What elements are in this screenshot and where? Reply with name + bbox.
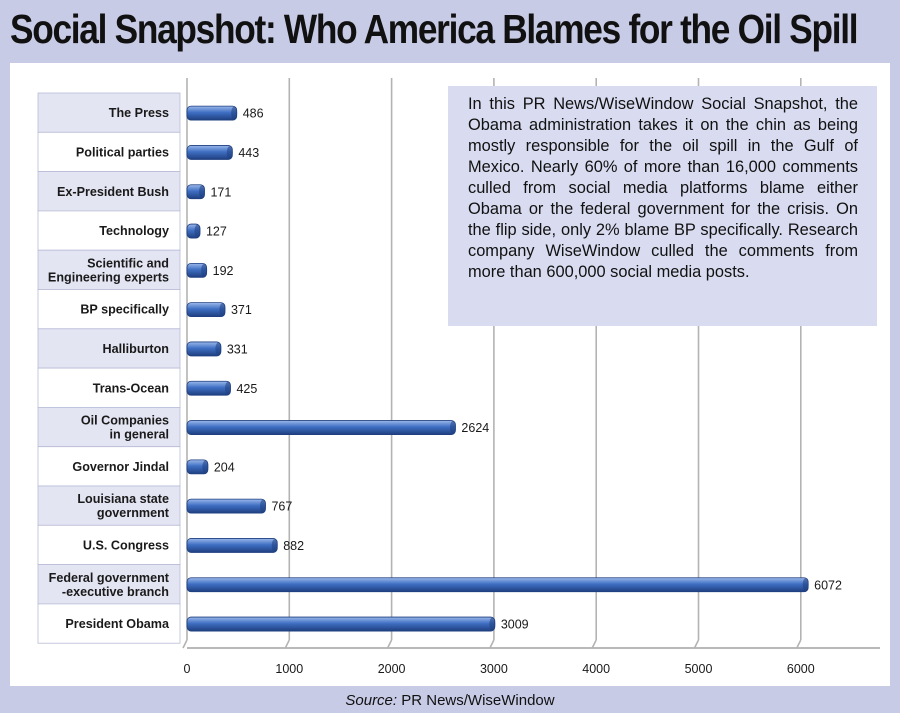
data-label: 2624 [461, 421, 489, 435]
bar-cap [194, 224, 201, 238]
category-label: Federal government [49, 571, 170, 585]
bar [186, 420, 456, 435]
data-label: 486 [243, 107, 264, 121]
gridline-foot [182, 639, 188, 649]
category-label: The Press [109, 106, 169, 120]
bar [186, 105, 238, 121]
category-label-cell [37, 131, 181, 173]
category-label-cell [37, 328, 181, 369]
x-tick-label: 5000 [685, 662, 713, 676]
bar-cap [231, 106, 238, 120]
data-label: 171 [210, 185, 231, 199]
data-label: 443 [238, 146, 259, 160]
data-label: 425 [236, 382, 257, 396]
bar-cap [215, 342, 222, 356]
category-label: Trans-Ocean [93, 381, 169, 395]
x-tick-label: 4000 [582, 662, 610, 676]
category-label-cell [37, 524, 181, 565]
bar-cap [198, 185, 205, 199]
category-label: Oil Companies [81, 414, 169, 428]
bar-cap [271, 538, 278, 552]
source-prefix: Source: [345, 692, 398, 709]
data-label: 3009 [501, 618, 529, 632]
bar-cap [489, 617, 496, 631]
data-label: 371 [231, 303, 252, 317]
x-tick-label: 2000 [378, 662, 406, 676]
title-bar: Social Snapshot: Who America Blames for … [0, 0, 900, 63]
gridline-foot [489, 639, 495, 649]
bar-cap [224, 381, 231, 395]
bar [186, 380, 231, 396]
source-text: PR News/WiseWindow [401, 692, 555, 709]
category-label-cell [37, 92, 181, 133]
data-label: 127 [206, 225, 227, 239]
gridline-foot [284, 639, 291, 649]
bar-cap [202, 460, 209, 474]
category-label: Ex-President Bush [57, 185, 169, 199]
category-label: in general [110, 428, 170, 442]
category-label: U.S. Congress [83, 538, 169, 552]
data-label: 192 [213, 264, 234, 278]
bar [186, 145, 233, 160]
category-label-cell [37, 485, 181, 526]
bar-cap [802, 578, 809, 592]
category-label: -executive branch [62, 585, 169, 599]
category-label: Technology [99, 224, 169, 238]
gridline-foot [796, 639, 802, 649]
bar-cap [226, 145, 233, 159]
x-tick-label: 1000 [275, 662, 303, 676]
category-label: Political parties [76, 145, 169, 159]
bar-cap [259, 499, 266, 513]
x-tick-label: 6000 [787, 662, 815, 676]
source-line: Source: PR News/WiseWindow [0, 688, 900, 713]
gridline-foot [693, 639, 700, 649]
category-label: Scientific and [87, 256, 169, 270]
category-label: Engineering experts [48, 270, 169, 284]
category-label: Governor Jindal [72, 460, 169, 474]
x-tick-label: 0 [184, 662, 191, 676]
summary-text: In this PR News/WiseWindow Social Snapsh… [468, 95, 858, 281]
bar [186, 577, 809, 593]
gridline-foot [386, 639, 393, 649]
category-label-cell [37, 249, 181, 290]
category-label-cell [37, 406, 181, 448]
bar-cap [219, 303, 226, 317]
bar [186, 498, 266, 514]
category-label-cell [37, 210, 181, 251]
category-label: Halliburton [103, 342, 169, 356]
data-label: 331 [227, 342, 248, 356]
bar-cap [449, 421, 456, 435]
gridline-foot [591, 639, 597, 649]
category-label: Louisiana state [77, 492, 169, 506]
category-label: BP specifically [80, 303, 169, 317]
category-label-cell [37, 446, 181, 487]
summary-text-box: In this PR News/WiseWindow Social Snapsh… [448, 86, 877, 326]
category-label: government [97, 506, 170, 520]
category-label-cell [37, 289, 181, 330]
bar [186, 302, 226, 318]
bar [186, 616, 496, 632]
bar-cap [201, 263, 208, 277]
x-tick-label: 3000 [480, 662, 508, 676]
category-label-cell [37, 367, 181, 408]
data-label: 767 [271, 500, 292, 514]
data-label: 204 [214, 460, 235, 474]
category-label-cell [37, 603, 181, 644]
category-label-cell [37, 564, 181, 605]
page-title: Social Snapshot: Who America Blames for … [10, 6, 859, 52]
category-label: President Obama [65, 617, 170, 631]
bar [186, 538, 278, 553]
category-label-cell [37, 171, 181, 212]
data-label: 6072 [814, 578, 842, 592]
data-label: 882 [283, 539, 304, 553]
